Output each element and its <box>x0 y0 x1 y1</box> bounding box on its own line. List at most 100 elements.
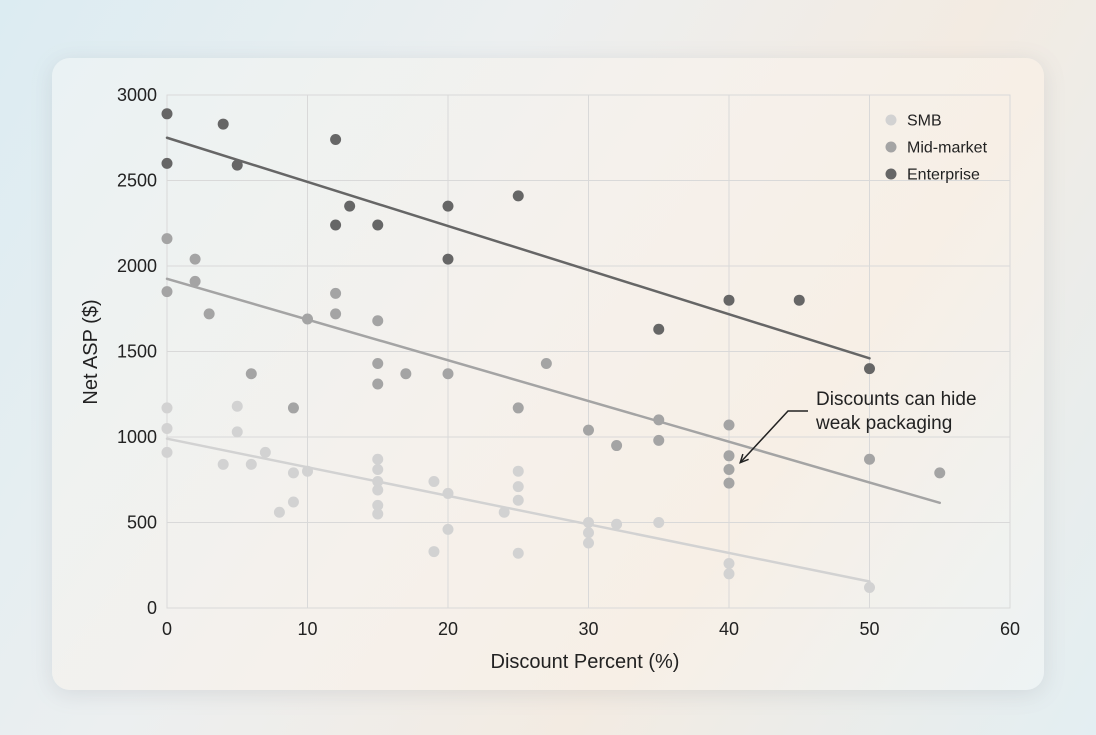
legend-marker-mid-market <box>885 141 897 153</box>
smb-point <box>231 426 243 438</box>
mid-market-point <box>161 233 173 245</box>
smb-point <box>442 523 454 535</box>
y-tick-label: 2000 <box>117 256 157 276</box>
mid-market-point <box>372 378 384 390</box>
enterprise-point <box>161 108 173 120</box>
smb-point <box>583 527 594 539</box>
annotation-line-1: Discounts can hide <box>816 389 977 410</box>
y-tick-label: 3000 <box>117 85 157 105</box>
mid-market-point <box>372 357 384 369</box>
enterprise-point <box>330 133 342 145</box>
mid-market-point <box>203 308 215 320</box>
x-tick-label: 50 <box>859 619 879 639</box>
smb-point <box>372 463 384 475</box>
smb-trend-line <box>165 437 871 583</box>
chart-card <box>52 58 1044 690</box>
mid-market-trend-line <box>165 277 941 505</box>
x-tick-label: 40 <box>719 619 739 639</box>
smb-point <box>287 496 299 508</box>
mid-market-point <box>723 450 735 462</box>
smb-point <box>372 475 384 487</box>
trend-lines <box>165 136 941 583</box>
mid-market-point <box>864 453 875 465</box>
smb-point <box>442 487 454 499</box>
smb-point <box>653 517 665 528</box>
mid-market-point <box>302 313 313 325</box>
enterprise-point <box>512 190 524 202</box>
mid-market-point <box>330 287 342 299</box>
mid-market-point <box>189 275 201 287</box>
annotation-line-2: weak packaging <box>815 413 952 434</box>
enterprise-point <box>442 253 454 265</box>
smb-point <box>161 422 173 434</box>
y-tick-label: 1000 <box>117 427 157 447</box>
enterprise-point <box>723 294 735 306</box>
mid-market-point <box>287 402 299 414</box>
legend-label-mid-market: Mid-market <box>907 140 988 157</box>
enterprise-point <box>653 323 665 335</box>
smb-point <box>611 518 623 530</box>
enterprise-point <box>161 157 173 169</box>
smb-point <box>302 465 313 477</box>
enterprise-point <box>793 294 805 306</box>
smb-point <box>512 481 524 493</box>
smb-point <box>372 484 384 496</box>
smb-point <box>372 508 384 520</box>
mid-market-point <box>653 414 665 426</box>
mid-market-point <box>583 424 594 436</box>
smb-point <box>231 400 243 412</box>
mid-market-point <box>245 368 257 380</box>
y-tick-label: 500 <box>127 513 157 533</box>
smb-point <box>161 446 173 458</box>
mid-market-point <box>723 477 735 489</box>
mid-market-point <box>161 286 173 298</box>
y-tick-label: 1500 <box>117 342 157 362</box>
smb-point <box>864 581 875 593</box>
legend: SMB Mid-market Enterprise <box>885 113 988 184</box>
smb-point <box>583 537 594 549</box>
y-tick-label: 0 <box>147 598 157 618</box>
annotation-leader-line <box>739 410 808 464</box>
enterprise-point <box>344 200 356 212</box>
enterprise-point <box>231 159 243 171</box>
mid-market-point <box>189 253 201 265</box>
smb-point <box>273 506 285 518</box>
smb-point <box>512 547 524 559</box>
enterprise-point <box>864 363 875 375</box>
smb-point <box>428 546 440 558</box>
smb-point <box>512 465 524 477</box>
smb-point <box>583 517 594 528</box>
smb-point <box>723 558 735 570</box>
mid-market-point <box>540 357 552 369</box>
x-axis-title: Discount Percent (%) <box>491 651 680 673</box>
mid-market-point <box>934 467 946 479</box>
mid-market-point <box>653 434 665 446</box>
mid-market-point <box>330 308 342 320</box>
mid-market-point <box>723 419 735 431</box>
smb-point <box>512 494 524 506</box>
legend-label-smb: SMB <box>907 113 942 130</box>
tick-labels: 0 10 20 30 40 50 60 0 500 1000 1500 2000 2500 3000 <box>117 85 1020 639</box>
x-tick-label: 20 <box>438 619 458 639</box>
smb-point <box>723 568 735 580</box>
smb-point <box>259 446 271 458</box>
mid-market-point <box>723 463 735 475</box>
x-tick-label: 10 <box>297 619 317 639</box>
annotation: Discounts can hide weak packaging <box>739 389 977 464</box>
enterprise-point <box>442 200 454 212</box>
enterprise-point <box>330 219 342 231</box>
x-tick-label: 0 <box>162 619 172 639</box>
legend-label-enterprise: Enterprise <box>907 167 980 184</box>
smb-point <box>428 475 440 487</box>
annotation-arrowhead <box>739 453 749 464</box>
smb-point <box>498 506 510 518</box>
legend-marker-enterprise <box>885 168 897 180</box>
y-axis-title: Net ASP ($) <box>80 299 102 404</box>
mid-market-point <box>442 368 454 380</box>
mid-market-point <box>372 315 384 327</box>
data-points <box>161 108 946 593</box>
smb-point <box>372 453 384 465</box>
smb-point <box>217 458 229 470</box>
enterprise-point <box>372 219 384 231</box>
